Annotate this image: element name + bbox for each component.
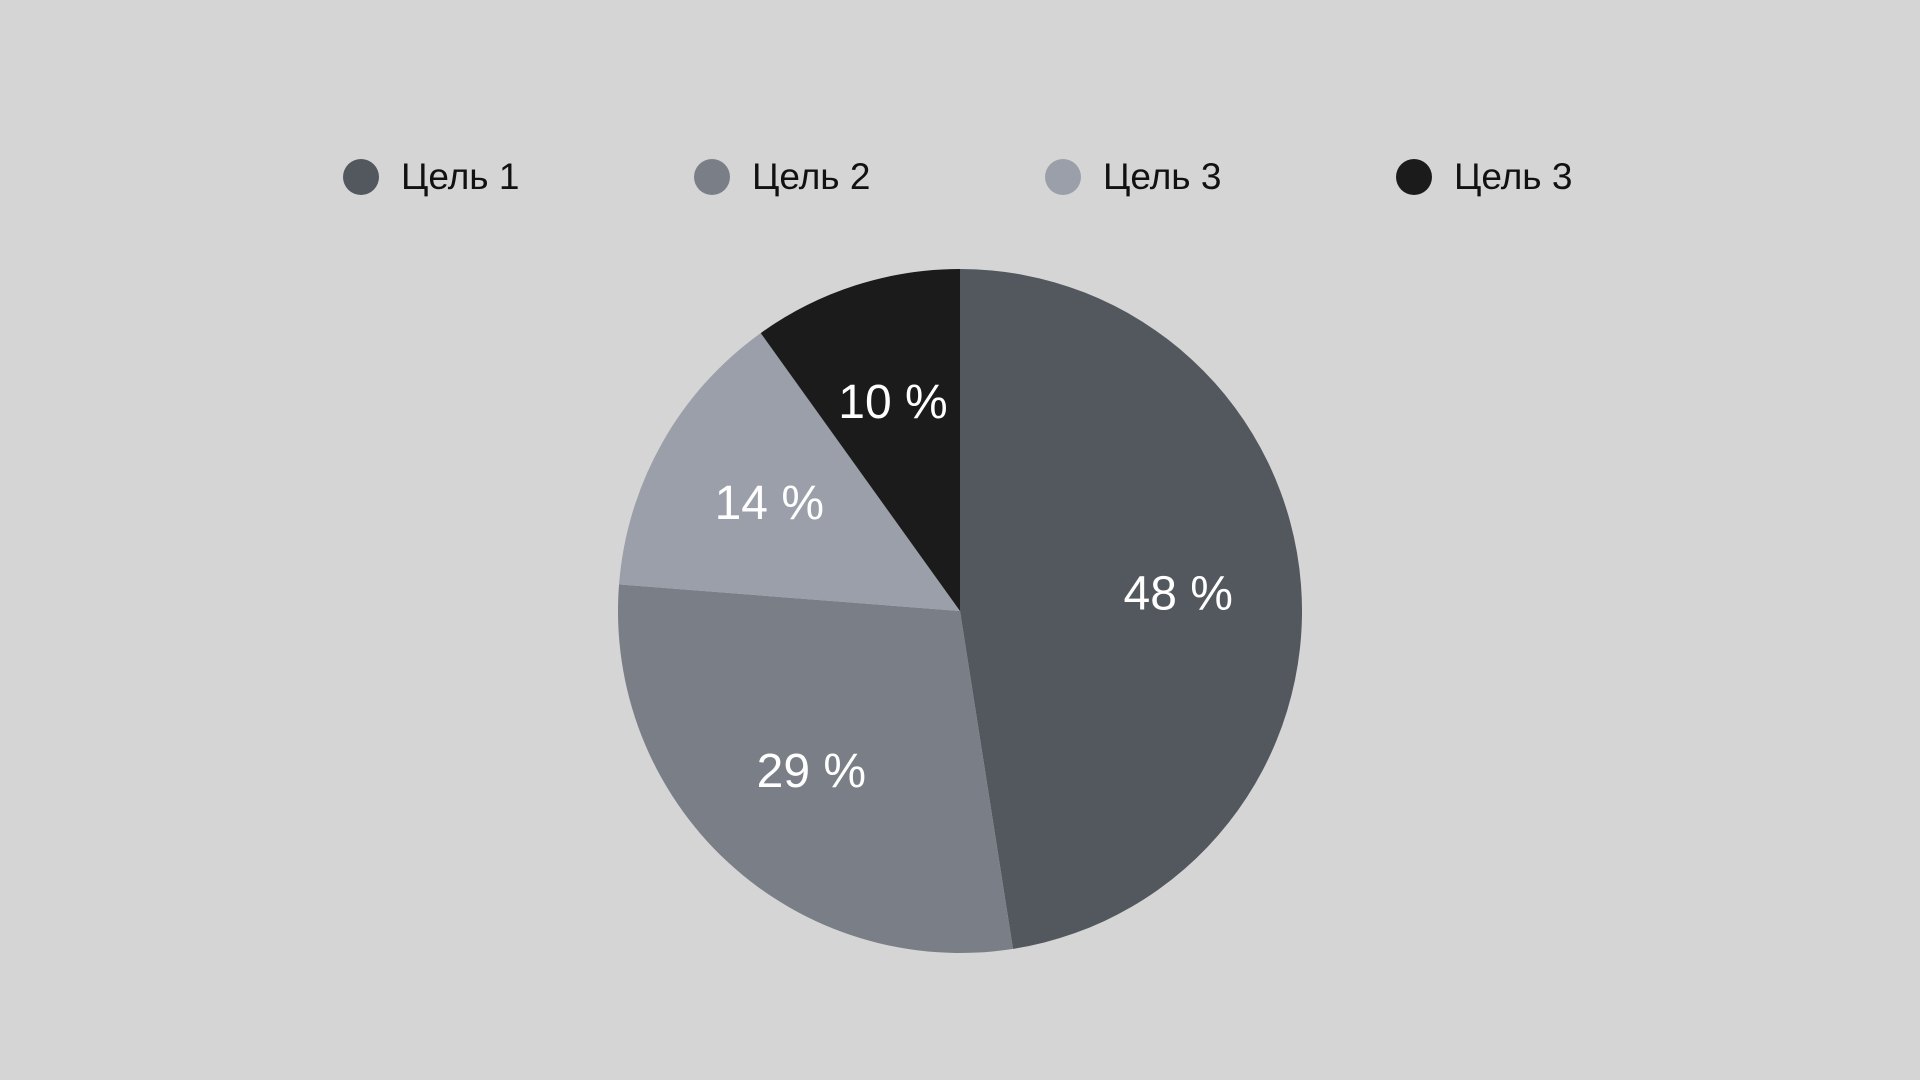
legend-label-2: Цель 2 [752, 156, 871, 197]
legend-label-4: Цель 3 [1454, 156, 1573, 197]
legend-label-3: Цель 3 [1103, 156, 1222, 197]
legend-item-4: Цель 3 [1396, 155, 1572, 199]
pie-slice-4 [760, 269, 960, 611]
legend-swatch-4 [1396, 159, 1432, 195]
legend-label-1: Цель 1 [401, 156, 520, 197]
pie-slice-2 [618, 584, 1013, 953]
pie-slice-1 [960, 269, 1302, 949]
legend-item-3: Цель 3 [1045, 155, 1221, 199]
legend-swatch-3 [1045, 159, 1081, 195]
pie-slice-label-4: 10 % [838, 376, 947, 429]
legend-item-2: Цель 2 [694, 155, 870, 199]
pie-slice-label-1: 48 % [1124, 567, 1233, 620]
legend-item-1: Цель 1 [343, 155, 519, 199]
chart-legend: Цель 1 Цель 2 Цель 3 Цель 3 [0, 155, 1920, 199]
legend-swatch-2 [694, 159, 730, 195]
pie-slice-label-2: 29 % [757, 745, 866, 798]
pie-slice-3 [619, 333, 960, 611]
legend-swatch-1 [343, 159, 379, 195]
pie-slice-label-3: 14 % [715, 477, 824, 530]
